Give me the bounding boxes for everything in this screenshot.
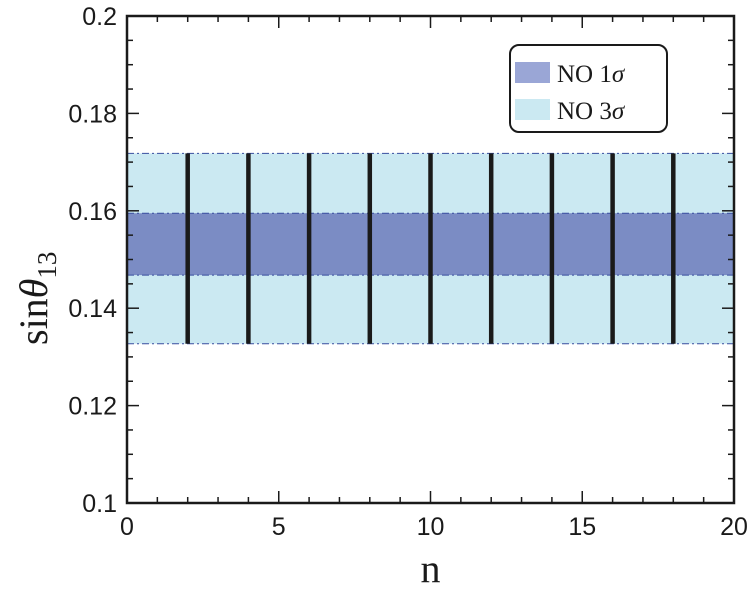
x-tick-label: 15 xyxy=(568,513,596,541)
legend-swatch-no-3sigma xyxy=(515,99,550,120)
legend-label-no-3sigma-main: NO 3 xyxy=(557,98,612,125)
legend-label-no-3sigma: NO 3σ xyxy=(557,98,626,125)
legend-label-no-1sigma-main: NO 1 xyxy=(557,61,612,88)
x-tick-label: 10 xyxy=(417,513,445,541)
y-tick-label: 0.18 xyxy=(68,100,117,128)
y-tick-label: 0.12 xyxy=(68,393,117,421)
y-tick-label: 0.16 xyxy=(68,198,117,226)
legend: NO 1σ NO 3σ xyxy=(509,44,668,133)
y-axis-label-subscript: 13 xyxy=(32,252,62,279)
legend-label-no-3sigma-greek: σ xyxy=(612,98,626,125)
x-tick-label: 0 xyxy=(120,513,134,541)
segments-layer xyxy=(185,153,676,344)
y-tick-label: 0.14 xyxy=(68,295,117,323)
y-tick-label: 0.2 xyxy=(82,3,117,31)
y-axis-label: sinθ13 xyxy=(11,252,62,345)
y-axis-label-greek: θ xyxy=(11,279,56,299)
legend-label-no-1sigma-greek: σ xyxy=(612,61,626,88)
legend-label-no-1sigma: NO 1σ xyxy=(557,61,626,88)
legend-swatch-no-1sigma xyxy=(515,62,550,83)
y-axis-label-main: sin xyxy=(11,298,56,345)
ticks-layer: 0 5 10 15 20 0.1 0.12 0.14 0.16 0.18 0.2 xyxy=(68,3,748,541)
x-tick-label: 5 xyxy=(272,513,286,541)
y-tick-label: 0.1 xyxy=(82,490,117,518)
x-axis-label: n xyxy=(421,546,441,591)
x-tick-label: 20 xyxy=(720,513,748,541)
